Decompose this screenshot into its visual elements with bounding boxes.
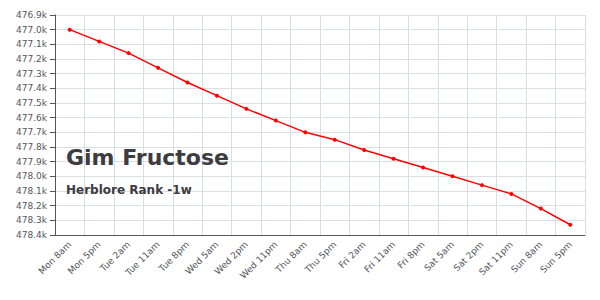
svg-text:477.9k: 477.9k [16,157,48,167]
svg-text:477.6k: 477.6k [16,113,48,123]
svg-text:Wed 5am: Wed 5am [183,239,221,277]
svg-text:Sun 5pm: Sun 5pm [538,239,573,274]
svg-text:Tue 8pm: Tue 8pm [156,239,191,274]
svg-text:477.1k: 477.1k [16,39,48,49]
svg-text:477.2k: 477.2k [16,54,48,64]
svg-text:478.1k: 478.1k [16,186,48,196]
svg-text:477.8k: 477.8k [16,142,48,152]
svg-text:Thu 8am: Thu 8am [273,239,309,275]
svg-text:477.4k: 477.4k [16,83,48,93]
svg-text:Thu 5pm: Thu 5pm [302,239,338,275]
svg-text:Fri 8pm: Fri 8pm [395,239,427,271]
svg-text:Gim Fructose: Gim Fructose [66,145,229,170]
svg-text:477.0k: 477.0k [16,25,48,35]
svg-text:476.9k: 476.9k [16,10,48,20]
svg-text:Sat 2pm: Sat 2pm [451,239,486,274]
svg-text:Mon 8am: Mon 8am [36,239,74,277]
svg-text:477.7k: 477.7k [16,127,48,137]
svg-text:Fri 11am: Fri 11am [362,239,397,274]
svg-text:Wed 2pm: Wed 2pm [212,239,250,277]
svg-text:478.3k: 478.3k [16,215,48,225]
svg-text:Sat 11pm: Sat 11pm [477,239,515,277]
svg-text:Mon 5pm: Mon 5pm [66,239,103,276]
svg-text:478.2k: 478.2k [16,201,48,211]
svg-text:Tue 11am: Tue 11am [123,239,162,278]
svg-text:Fri 2am: Fri 2am [336,239,368,271]
svg-text:478.4k: 478.4k [16,230,48,240]
svg-text:477.5k: 477.5k [16,98,48,108]
svg-text:Herblore Rank -1w: Herblore Rank -1w [66,183,192,197]
svg-text:Wed 11pm: Wed 11pm [238,239,279,280]
svg-text:478.0k: 478.0k [16,171,48,181]
svg-text:Tue 2am: Tue 2am [98,239,133,274]
svg-text:Sat 5am: Sat 5am [422,239,456,273]
svg-text:477.3k: 477.3k [16,69,48,79]
svg-text:Sun 8am: Sun 8am [509,239,545,275]
